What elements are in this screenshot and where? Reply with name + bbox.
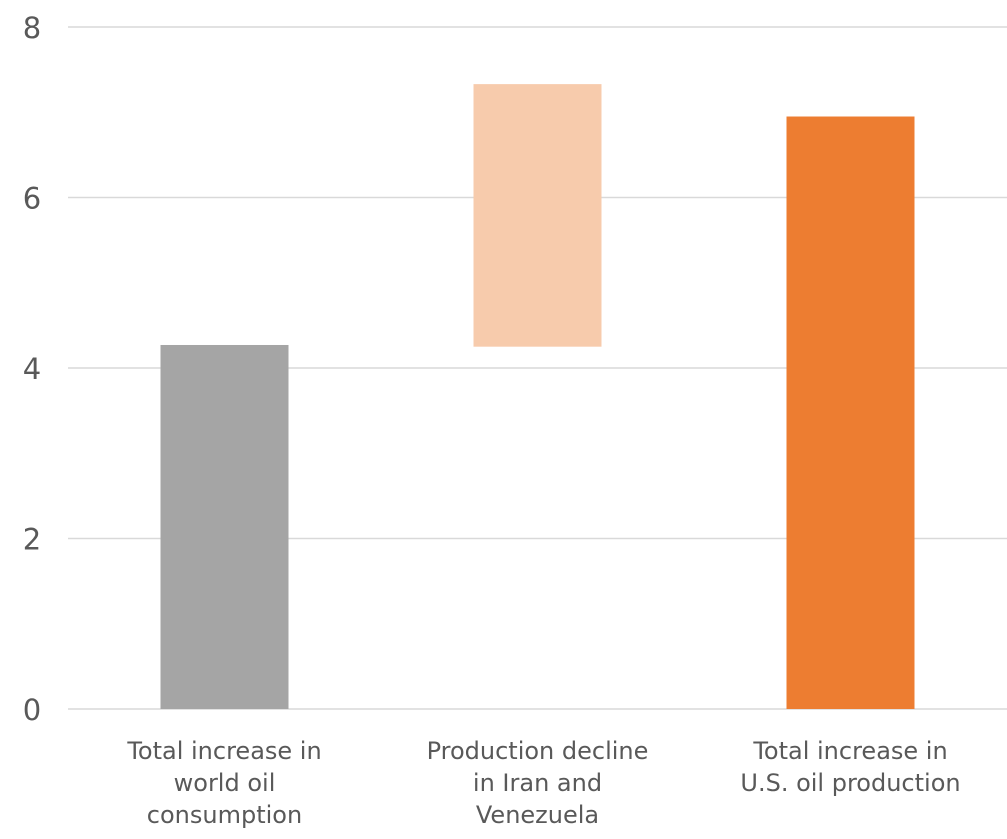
y-tick-label: 4 xyxy=(23,352,41,386)
bar xyxy=(787,117,915,709)
y-tick-label: 0 xyxy=(23,693,41,727)
x-category-label: Total increase in U.S. oil production xyxy=(740,737,960,797)
x-category-label-line: consumption xyxy=(147,801,302,829)
x-axis-category-labels: Total increase in world oil consumption Pro… xyxy=(126,737,960,829)
x-category-label: Total increase in world oil consumption xyxy=(126,737,321,829)
y-axis-tick-labels: 0 2 4 6 8 xyxy=(23,11,41,727)
y-tick-label: 2 xyxy=(23,523,41,557)
bar xyxy=(161,345,289,709)
x-category-label-line: U.S. oil production xyxy=(740,769,960,797)
bar xyxy=(474,84,602,347)
x-category-label-line: Venezuela xyxy=(476,801,599,829)
x-category-label: Production decline in Iran and Venezuela xyxy=(427,737,649,829)
y-tick-label: 6 xyxy=(23,182,41,216)
x-category-label-line: Total increase in xyxy=(126,737,321,765)
x-category-label-line: Production decline xyxy=(427,737,649,765)
x-category-label-line: in Iran and xyxy=(473,769,602,797)
x-category-label-line: Total increase in xyxy=(752,737,947,765)
y-tick-label: 8 xyxy=(23,11,41,45)
bars xyxy=(161,84,915,709)
x-category-label-line: world oil xyxy=(174,769,276,797)
